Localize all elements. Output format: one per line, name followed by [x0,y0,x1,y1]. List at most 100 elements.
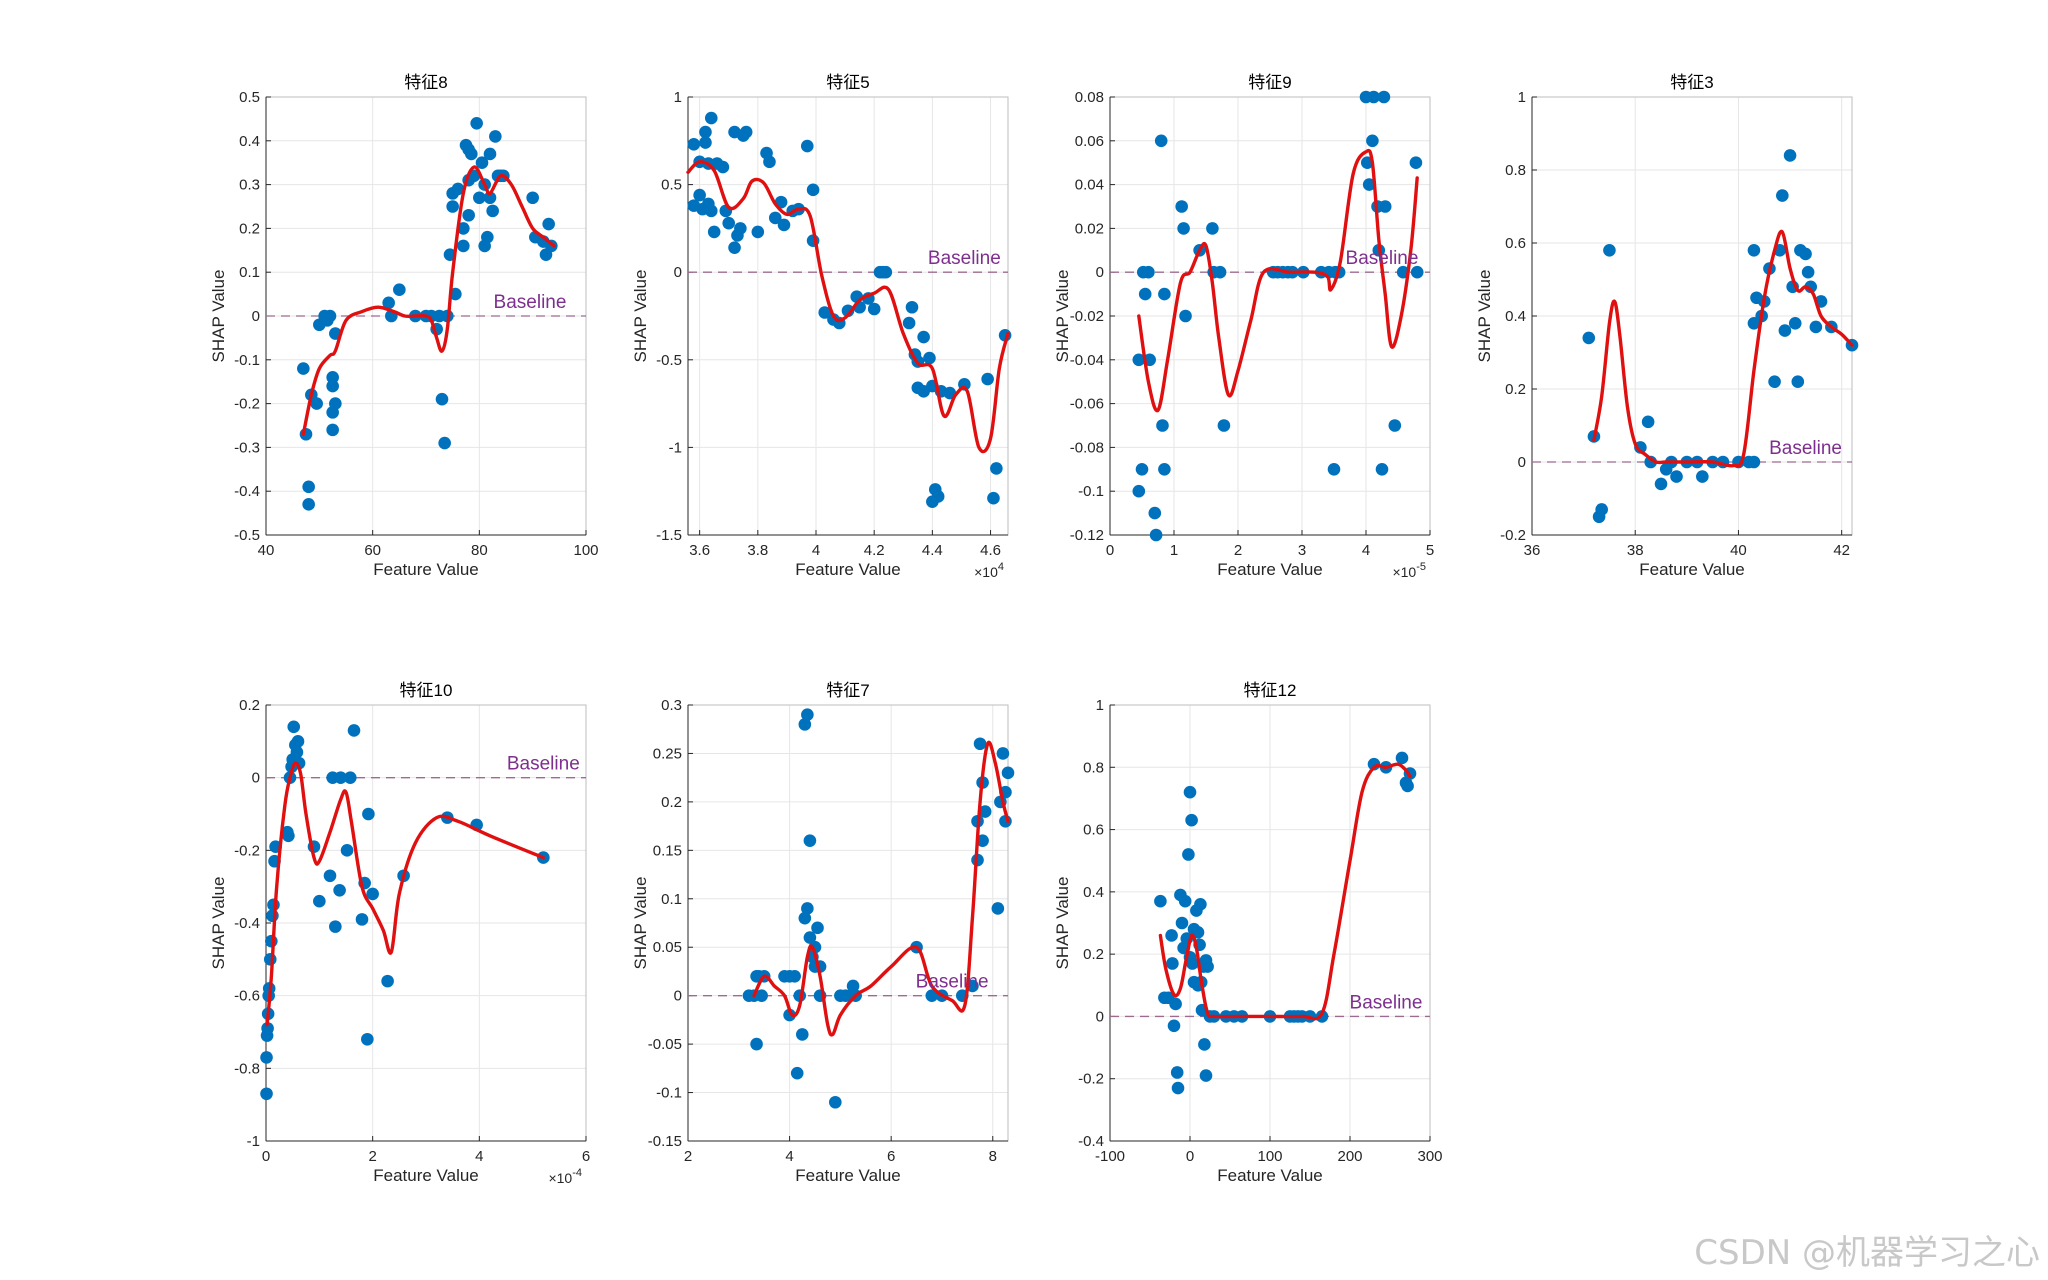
data-point [687,138,701,151]
fit-curve [686,160,1010,454]
data-point [1201,960,1214,973]
data-point [693,188,706,202]
baseline-label: Baseline [916,972,989,993]
y-tick-label: -0.4 [234,915,260,932]
fit-curve [1592,229,1854,468]
data-point [768,211,782,225]
data-point [381,974,394,988]
data-point [282,829,295,843]
data-point [1595,503,1608,516]
fit-curve [1137,148,1419,413]
data-point [750,1037,763,1051]
data-point [716,160,730,174]
data-point [751,225,765,239]
x-exponent-label: ×104 [974,561,1004,580]
data-point [1582,331,1596,345]
y-tick-label: -0.3 [234,439,260,456]
data-point [829,1095,842,1109]
y-tick-label: 0.06 [1075,133,1104,150]
data-point [981,372,994,386]
data-point [846,979,860,993]
data-point [323,309,337,323]
x-axis-label: Feature Value [373,560,479,579]
y-axis-label: SHAP Value [631,270,650,363]
data-point [1194,898,1207,911]
data-point [483,147,497,161]
data-point [451,182,465,196]
y-tick-label: 0.2 [239,697,260,714]
panel-title: 特征9 [1248,73,1291,92]
y-tick-label: -0.2 [234,842,260,859]
shap-panel-2: 3.6 3.8 4 4.2 4.4 4.6 -1.5 -1 -0.5 0 0.5 1 ×104 Basel… [631,73,1012,580]
data-point [1179,309,1192,323]
data-point [1366,134,1379,148]
data-point [1783,149,1797,162]
x-tick-label: 2 [1234,542,1242,559]
baseline-label: Baseline [494,292,567,313]
data-point [323,869,337,883]
data-point [287,720,301,734]
data-point [438,436,451,450]
axes-box [687,704,1009,1142]
y-tick-label: 0.5 [239,89,260,106]
data-point [297,362,310,375]
data-point [1788,317,1802,330]
data-point [1169,997,1182,1011]
data-point [266,909,279,923]
data-point [879,265,893,279]
data-point [435,392,449,406]
y-tick-label: -0.15 [648,1133,682,1150]
data-point [1377,90,1391,104]
x-tick-label: 3.6 [689,542,710,559]
x-axis-label: Feature Value [1217,1166,1323,1185]
data-point [1388,419,1402,432]
data-point [1395,751,1409,765]
data-point [1401,779,1414,793]
data-point [1410,265,1424,279]
data-point [905,300,919,314]
data-point [265,934,278,948]
y-tick-label: -0.02 [1070,308,1104,325]
x-tick-label: 4.6 [980,542,1001,559]
x-axis-label: Feature Value [373,1166,479,1185]
data-point [788,969,801,983]
data-point [1183,785,1197,799]
y-tick-label: 0.15 [653,842,682,859]
data-point [1154,894,1167,908]
panel-title: 特征7 [826,681,869,700]
data-point [1776,189,1789,202]
y-axis-label: SHAP Value [1475,270,1494,363]
data-point [722,216,736,230]
data-point [361,1032,374,1046]
y-tick-label: 1 [674,89,682,106]
data-point [393,283,406,297]
baseline-label: Baseline [1769,438,1842,459]
x-tick-label: 8 [989,1148,997,1165]
data-point [1001,766,1015,780]
x-tick-label: 80 [471,542,488,559]
data-point [1634,441,1647,454]
data-point [1175,916,1189,930]
y-tick-label: 0.08 [1075,89,1104,106]
data-point [923,351,936,365]
x-tick-label: 6 [887,1148,895,1165]
data-point [902,316,916,330]
data-point [801,708,814,721]
y-tick-label: 0.2 [661,794,682,811]
x-tick-label: 0 [1106,542,1114,559]
shap-panel-7: -100 0 100 200 300 -0.4 -0.2 0 0.2 0.4 0.6 0.8 1 Base… [1053,681,1443,1185]
data-point [1158,463,1171,476]
y-tick-label: -0.8 [234,1060,260,1077]
x-exponent-value: 4 [998,561,1004,573]
data-point [329,920,342,933]
y-tick-label: 0.3 [239,177,260,194]
x-tick-label: 4 [1362,542,1370,559]
y-axis-label: SHAP Value [631,877,650,970]
data-point [1186,957,1199,970]
data-point [302,480,315,494]
data-point [917,330,930,344]
data-point [366,887,379,901]
data-point [798,718,812,731]
data-point [798,911,812,925]
data-point [976,834,989,847]
